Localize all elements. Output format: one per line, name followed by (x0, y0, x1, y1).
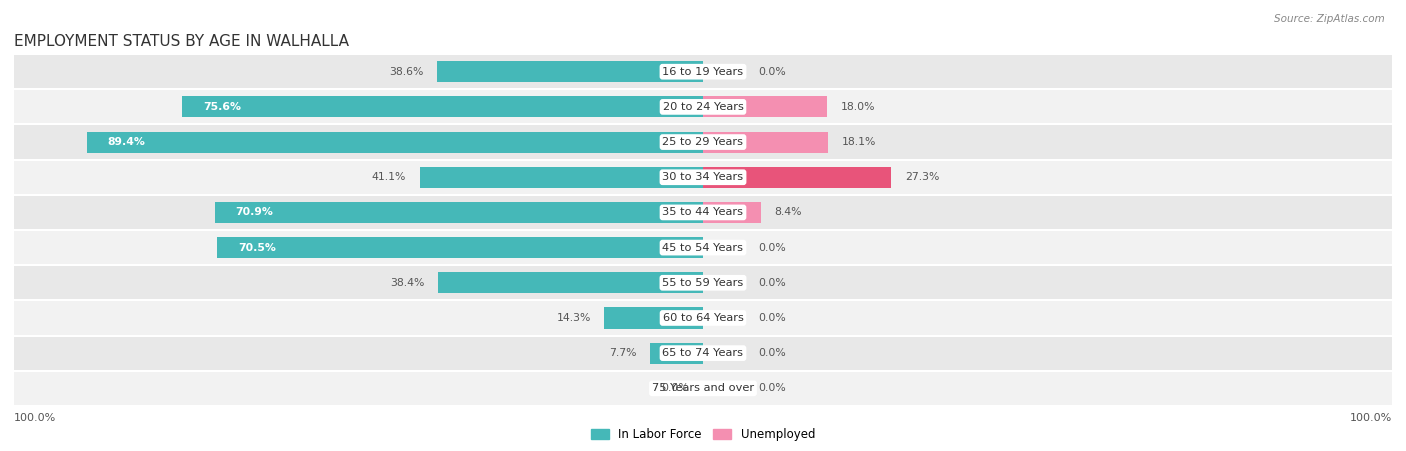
Bar (14, 89, 1392, 124)
Bar (439, 272, 703, 293)
Bar (703, 167, 891, 188)
Text: 38.6%: 38.6% (389, 67, 423, 77)
Bar (14, 230, 1392, 265)
Text: 16 to 19 Years: 16 to 19 Years (662, 67, 744, 77)
Text: 55 to 59 Years: 55 to 59 Years (662, 278, 744, 288)
Bar (14, 124, 1392, 160)
Text: 0.0%: 0.0% (758, 348, 786, 358)
Text: 18.0%: 18.0% (841, 102, 876, 112)
Bar (215, 202, 703, 223)
Text: 45 to 54 Years: 45 to 54 Years (662, 243, 744, 253)
Text: 18.1%: 18.1% (841, 137, 876, 147)
Text: 14.3%: 14.3% (557, 313, 591, 323)
Text: 75.6%: 75.6% (202, 102, 240, 112)
Text: Source: ZipAtlas.com: Source: ZipAtlas.com (1274, 14, 1385, 23)
Text: 0.0%: 0.0% (758, 243, 786, 253)
Text: 35 to 44 Years: 35 to 44 Years (662, 207, 744, 217)
Text: 41.1%: 41.1% (371, 172, 406, 182)
Text: 7.7%: 7.7% (609, 348, 636, 358)
Bar (605, 308, 703, 328)
Text: 30 to 34 Years: 30 to 34 Years (662, 172, 744, 182)
Text: 100.0%: 100.0% (1350, 413, 1392, 423)
Text: 20 to 24 Years: 20 to 24 Years (662, 102, 744, 112)
Text: EMPLOYMENT STATUS BY AGE IN WALHALLA: EMPLOYMENT STATUS BY AGE IN WALHALLA (14, 34, 349, 49)
Text: 89.4%: 89.4% (108, 137, 146, 147)
Text: 65 to 74 Years: 65 to 74 Years (662, 348, 744, 358)
Text: 0.0%: 0.0% (758, 383, 786, 393)
Bar (703, 132, 828, 152)
Bar (703, 202, 761, 223)
Bar (218, 237, 703, 258)
Text: 100.0%: 100.0% (14, 413, 56, 423)
Text: 70.9%: 70.9% (235, 207, 273, 217)
Text: 0.0%: 0.0% (758, 67, 786, 77)
Legend: In Labor Force, Unemployed: In Labor Force, Unemployed (586, 423, 820, 446)
Text: 27.3%: 27.3% (905, 172, 939, 182)
Bar (420, 167, 703, 188)
Text: 25 to 29 Years: 25 to 29 Years (662, 137, 744, 147)
Text: 0.0%: 0.0% (758, 313, 786, 323)
Text: 8.4%: 8.4% (775, 207, 803, 217)
Bar (183, 97, 703, 117)
Bar (14, 265, 1392, 300)
Text: 0.0%: 0.0% (758, 278, 786, 288)
Bar (14, 336, 1392, 371)
Bar (14, 54, 1392, 89)
Bar (14, 371, 1392, 406)
Text: 38.4%: 38.4% (391, 278, 425, 288)
Text: 0.0%: 0.0% (661, 383, 689, 393)
Text: 60 to 64 Years: 60 to 64 Years (662, 313, 744, 323)
Bar (14, 195, 1392, 230)
Bar (87, 132, 703, 152)
Bar (703, 97, 827, 117)
Text: 70.5%: 70.5% (238, 243, 276, 253)
Bar (14, 300, 1392, 336)
Text: 75 Years and over: 75 Years and over (652, 383, 754, 393)
Bar (650, 343, 703, 364)
Bar (14, 160, 1392, 195)
Bar (437, 61, 703, 82)
